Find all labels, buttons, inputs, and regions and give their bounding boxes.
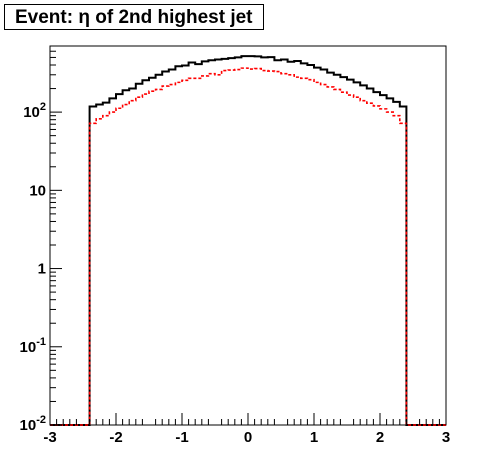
histogram-series-1 [50, 55, 446, 426]
y-tick-label: 10 [29, 182, 46, 199]
x-tick-label: -2 [109, 429, 122, 446]
x-tick-label: 1 [310, 429, 318, 446]
histogram-series-2 [50, 67, 446, 426]
y-tick-label: 1 [38, 261, 46, 278]
y-tick-label: 10-2 [20, 414, 46, 434]
axis-layer: -3 -2 -1 0 1 2 3 10-2 10-1 1 10 102 [20, 45, 450, 446]
histogram-layer [50, 55, 446, 426]
x-tick-label: 0 [244, 429, 252, 446]
x-tick-label: -3 [43, 429, 56, 446]
chart-title: Event: η of 2nd highest jet [4, 4, 264, 30]
x-tick-label: 2 [376, 429, 384, 446]
x-tick-label: 3 [442, 429, 450, 446]
y-tick-label: 102 [23, 101, 46, 121]
y-tick-label: 10-1 [20, 336, 46, 356]
x-tick-label: -1 [175, 429, 188, 446]
